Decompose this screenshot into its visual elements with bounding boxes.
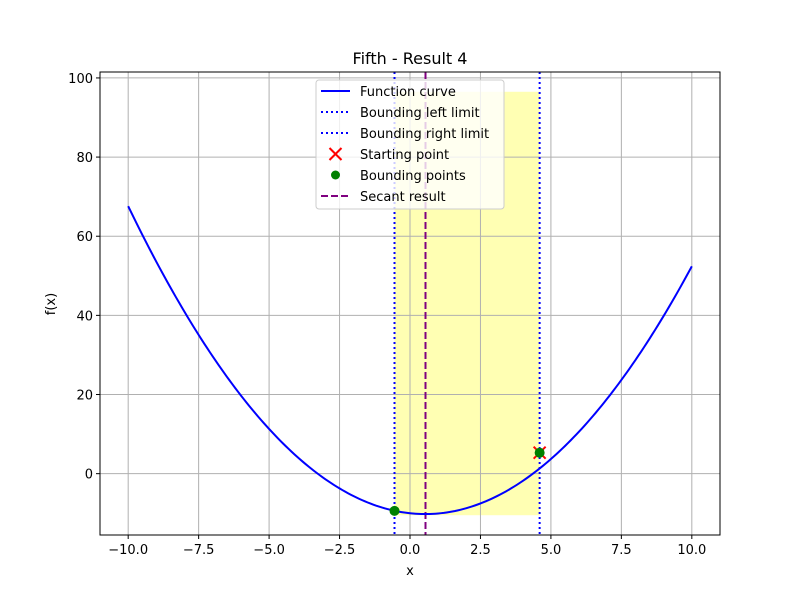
- legend-handle: [331, 170, 340, 180]
- legend: Function curve Bounding left limit Boundin…: [315, 79, 505, 210]
- function-curve: [127, 205, 693, 516]
- x-tick-label: 10.0: [677, 543, 706, 558]
- y-axis-label: f(x): [44, 293, 59, 315]
- x-tick-label: 5.0: [541, 543, 562, 558]
- y-tick-label: 20: [76, 389, 93, 404]
- legend-label: Function curve: [360, 85, 456, 100]
- legend-handle-stroke: [328, 147, 343, 161]
- y-tick-label: 40: [76, 309, 93, 324]
- x-tick-label: −10.0: [108, 543, 148, 558]
- chart-title: Fifth - Result 4: [353, 49, 468, 68]
- y-tick-label: 80: [76, 151, 93, 166]
- x-tick-label: 0.0: [400, 543, 421, 558]
- y-tick-label: 60: [76, 230, 93, 245]
- y-tick-label: 100: [68, 72, 93, 87]
- x-tick-label: −2.5: [324, 543, 356, 558]
- legend-label: Starting point: [360, 148, 449, 163]
- x-tick-label: 2.5: [470, 543, 491, 558]
- bounding-point: [389, 505, 400, 516]
- legend-label: Secant result: [360, 190, 446, 205]
- x-tick-label: 7.5: [611, 543, 632, 558]
- legend-handle: [328, 147, 343, 161]
- legend-label: Bounding right limit: [360, 127, 489, 142]
- x-tick-label: −5.0: [253, 543, 285, 558]
- x-axis-label: x: [406, 564, 414, 579]
- y-tick-label: 0: [85, 468, 93, 483]
- legend-label: Bounding left limit: [360, 106, 480, 121]
- legend-box: [315, 79, 505, 210]
- x-tick-label: −7.5: [183, 543, 215, 558]
- bounding-point: [534, 447, 545, 458]
- legend-label: Bounding points: [360, 169, 466, 184]
